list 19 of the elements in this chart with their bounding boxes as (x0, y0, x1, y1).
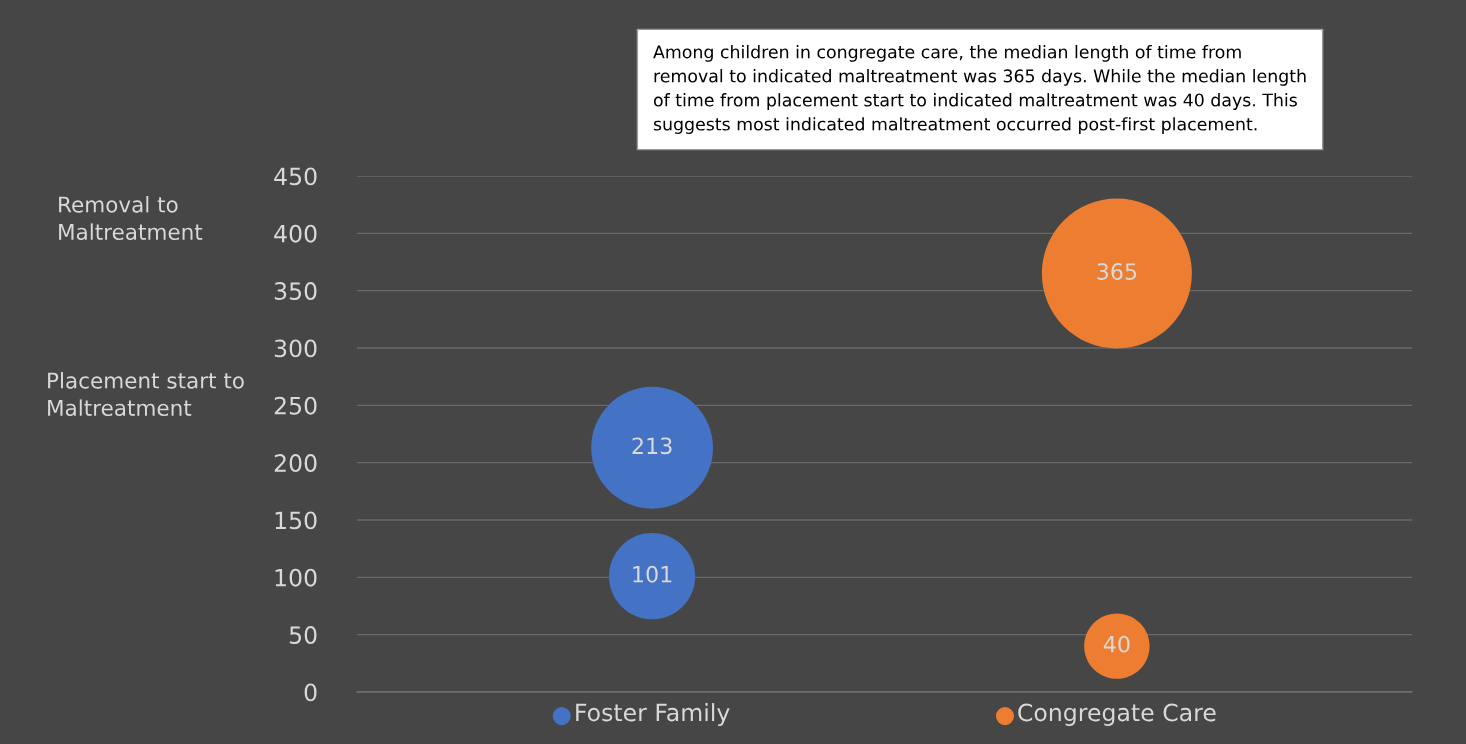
text: Among children in congregate care, the median length of time from removal to indicated maltreatment was 365 days. While the median length of time from placement start to indicated maltreatment was 40 days. This suggests most indicated maltreatment occurred post-first placement. (653, 45, 1306, 134)
data-label: 101 (633, 565, 672, 583)
y-tick-label: 150 (275, 511, 317, 530)
y-tick-label: 450 (274, 167, 317, 186)
data-label: 365 (1097, 263, 1137, 280)
text: Placement start to Maltreatment (48, 372, 244, 417)
y-tick-label: 100 (275, 568, 317, 587)
y-tick-label: 400 (274, 224, 317, 243)
x-tick-label: Congregate Care (1018, 703, 1216, 726)
y-tick-label: 50 (289, 626, 317, 644)
y-tick-label: 350 (274, 282, 317, 300)
y-tick-label: 250 (274, 396, 317, 415)
y-tick-label: 200 (274, 454, 317, 472)
text: Removal to Maltreatment (59, 196, 203, 241)
data-label: 213 (632, 437, 672, 455)
y-tick-label: 300 (274, 339, 317, 358)
data-label: 40 (1103, 635, 1130, 653)
y-tick-label: 0 (304, 683, 317, 702)
x-tick-label: Foster Family (576, 703, 730, 726)
